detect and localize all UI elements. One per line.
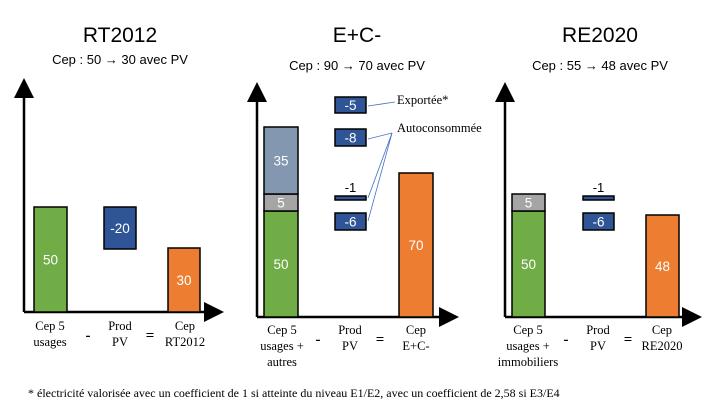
bar-label: 35 [273,154,288,169]
x-tick-label: usages + [260,339,304,353]
bar [334,128,367,147]
x-tick-label: usages [33,335,66,349]
operator: = [146,328,155,344]
callout-line [367,132,393,222]
x-tick-label: Cep [652,323,672,337]
bar-label: 70 [408,238,423,253]
x-tick-label: autres [267,355,297,369]
x-tick-label: RT2012 [165,335,205,349]
bar [582,195,615,201]
callout-line [367,101,396,107]
bar-label: -5 [344,98,356,113]
x-tick-label: immobiliers [498,355,559,369]
operator: - [316,332,321,348]
bar [103,206,137,250]
bar [167,247,201,313]
x-tick-label: Cep [175,319,195,333]
bar [263,210,299,318]
x-tick-label: PV [342,339,358,353]
bar-label: 5 [277,196,285,211]
bar [263,126,299,195]
x-tick-label: usages + [506,339,550,353]
x-tick-label: Prod [338,323,362,337]
footnote: * électricité valorisée avec un coeffici… [28,386,560,400]
bar [582,212,615,231]
panel-title: RT2012 [83,24,157,47]
panel-title: E+C- [333,24,381,47]
bar-label: -6 [592,215,604,230]
x-tick-label: Prod [108,319,132,333]
operator: - [86,328,91,344]
panel-subtitle: Cep : 90 → 70 avec PV [289,58,425,73]
operator: = [624,332,633,348]
bar-label: 50 [521,257,536,272]
x-tick-label: Cep 5 [35,319,65,333]
bar-label: -8 [344,131,356,146]
x-tick-label: Cep 5 [267,323,297,337]
bar [334,212,367,231]
bar-label: 50 [43,253,58,268]
bar [398,172,434,318]
bar-label: 5 [525,196,533,211]
panel-title: RE2020 [562,24,638,47]
bar-label: 30 [176,273,191,288]
x-tick-label: Cep 5 [513,323,543,337]
operator: - [564,332,569,348]
bar [511,210,546,318]
x-tick-label: PV [590,339,606,353]
x-tick-label: PV [112,335,128,349]
x-tick-label: E+C- [402,339,429,353]
bar [334,195,367,201]
annotation-autoconsommee: Autoconsommée [397,121,482,135]
bar [33,206,68,313]
bar-label: 50 [273,257,288,272]
bar [645,214,680,318]
bar-label: -6 [344,215,356,230]
bar [511,193,546,212]
callout-line [367,132,393,140]
panel-subtitle: Cep : 55 → 48 avec PV [532,58,668,73]
bar-label: -1 [345,180,357,195]
panel-subtitle: Cep : 50 → 30 avec PV [52,52,188,67]
x-tick-label: Cep [406,323,426,337]
bar-label: 48 [655,259,670,274]
bar-label: -20 [110,221,130,236]
callout-line [367,132,393,199]
x-tick-label: RE2020 [642,339,683,353]
x-tick-label: Prod [586,323,610,337]
operator: = [376,332,385,348]
annotation-exportee: Exportée* [397,93,448,107]
bar-label: -1 [593,180,605,195]
bar [334,96,367,114]
